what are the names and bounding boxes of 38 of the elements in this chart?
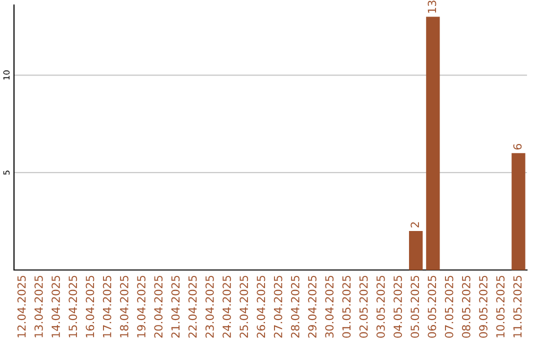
x-tick-label: 14.04.2025 <box>52 276 60 338</box>
x-tick-label: 23.04.2025 <box>205 276 214 338</box>
x-tick-label: 10.05.2025 <box>496 276 505 338</box>
x-tick-label: 20.04.2025 <box>154 276 163 338</box>
x-tick-label: 03.05.2025 <box>376 276 385 338</box>
x-tick-label: 01.05.2025 <box>342 276 351 338</box>
x-tick-label: 25.04.2025 <box>240 276 248 338</box>
x-tick-label: 07.05.2025 <box>444 276 454 338</box>
x-tick-label: 30.04.2025 <box>325 276 334 338</box>
x-tick-label: 22.04.2025 <box>188 276 197 338</box>
x-tick-label: 28.04.2025 <box>290 276 300 338</box>
x-tick-label: 13.04.2025 <box>34 276 43 338</box>
x-tick-label: 05.05.2025 <box>410 276 420 338</box>
x-tick-label: 26.04.2025 <box>256 276 266 338</box>
x-tick-label: 02.05.2025 <box>359 276 368 338</box>
y-tick-label: 10 <box>3 70 10 80</box>
bar <box>426 16 440 270</box>
x-tick-label: 24.04.2025 <box>222 276 231 338</box>
data-label: 6 <box>513 144 522 150</box>
x-tick-label: 17.04.2025 <box>102 276 112 338</box>
x-tick-label: 19.04.2025 <box>137 276 146 338</box>
y-tick-label: 5 <box>3 170 10 175</box>
x-tick-label: 08.05.2025 <box>462 276 470 338</box>
x-tick-label: 04.05.2025 <box>394 276 402 338</box>
x-tick-label: 18.04.2025 <box>120 276 128 338</box>
x-tick-label: 29.04.2025 <box>308 276 316 338</box>
x-tick-label: 16.04.2025 <box>86 276 94 338</box>
data-label: 13 <box>428 0 436 13</box>
x-tick-label: 11.05.2025 <box>513 276 522 338</box>
x-tick-label: 27.04.2025 <box>274 276 282 338</box>
x-tick-label: 15.04.2025 <box>68 276 78 338</box>
bar <box>512 153 526 270</box>
x-tick-label: 12.04.2025 <box>17 276 26 338</box>
x-tick-label: 21.04.2025 <box>171 276 180 338</box>
x-tick-label: 06.05.2025 <box>428 276 436 338</box>
bar <box>409 231 423 270</box>
x-tick-label: 09.05.2025 <box>479 276 488 338</box>
data-label: 2 <box>410 222 419 228</box>
